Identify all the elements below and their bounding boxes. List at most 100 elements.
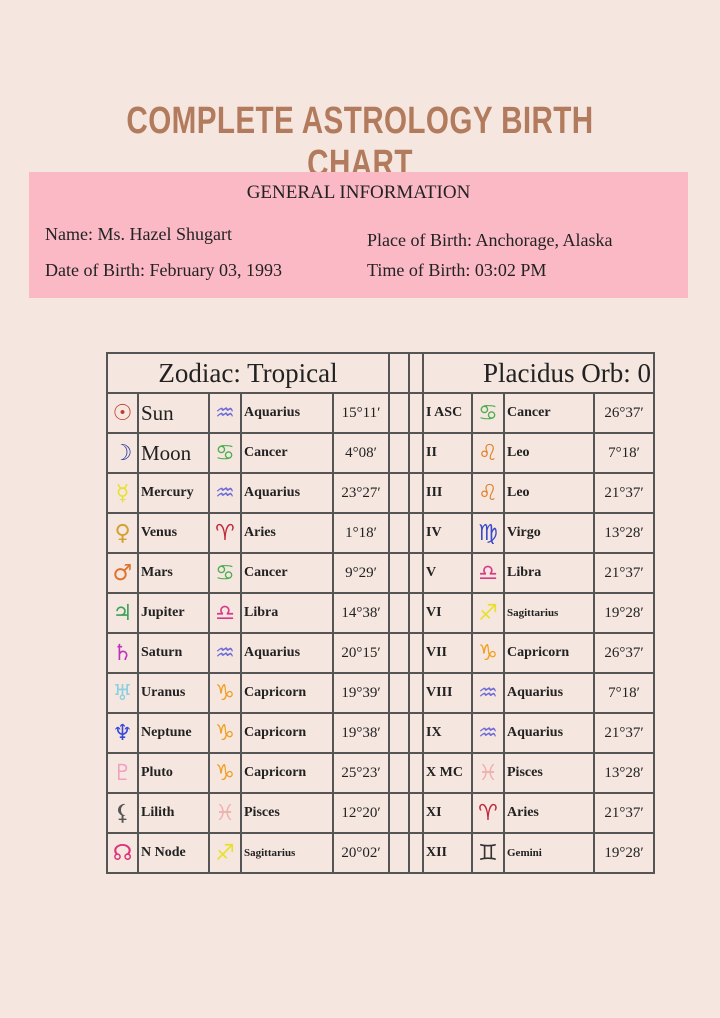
divider-cell bbox=[408, 672, 424, 714]
planet-glyph-icon: ♅︎ bbox=[106, 672, 139, 714]
house-number: I ASC bbox=[422, 392, 473, 434]
planet-name: Sun bbox=[137, 392, 210, 434]
planet-glyph-icon: ♇︎ bbox=[106, 752, 139, 794]
table-row: ♆︎ Neptune ♑︎ Capricorn 19°38′ IX ♒︎ Aquarius 21… bbox=[106, 712, 655, 754]
house-sign: Aquarius bbox=[503, 712, 595, 754]
dob-field: Date of Birth: February 03, 1993 bbox=[45, 260, 282, 280]
table-row: ⚸︎ Lilith ♓︎ Pisces 12°20′ XI ♈︎ Aries 21°37′ bbox=[106, 792, 655, 834]
sign-glyph-icon: ♒︎ bbox=[208, 632, 242, 674]
planet-sign: Sagittarius bbox=[240, 832, 334, 874]
table-row: ♃︎ Jupiter ♎︎ Libra 14°38′ VI ♐︎ Sagittarius 19°… bbox=[106, 592, 655, 634]
empty-cell bbox=[388, 512, 410, 554]
planet-name: Jupiter bbox=[137, 592, 210, 634]
divider-cell bbox=[408, 472, 424, 514]
planet-degree: 25°23′ bbox=[332, 752, 390, 794]
planet-degree: 20°02′ bbox=[332, 832, 390, 874]
house-number: V bbox=[422, 552, 473, 594]
house-number: II bbox=[422, 432, 473, 474]
house-number: VIII bbox=[422, 672, 473, 714]
house-sign-glyph-icon: ♊︎ bbox=[471, 832, 505, 874]
planet-degree: 19°38′ bbox=[332, 712, 390, 754]
house-degree: 21°37′ bbox=[593, 792, 655, 834]
house-number: III bbox=[422, 472, 473, 514]
planet-name: Lilith bbox=[137, 792, 210, 834]
house-sign: Cancer bbox=[503, 392, 595, 434]
house-degree: 13°28′ bbox=[593, 752, 655, 794]
planet-name: Venus bbox=[137, 512, 210, 554]
divider-cell bbox=[408, 392, 424, 434]
house-sign-glyph-icon: ♋︎ bbox=[471, 392, 505, 434]
planet-glyph-icon: ☿︎ bbox=[106, 472, 139, 514]
table-row: ♂︎ Mars ♋︎ Cancer 9°29′ V ♎︎ Libra 21°37′ bbox=[106, 552, 655, 594]
empty-cell bbox=[388, 592, 410, 634]
house-sign: Leo bbox=[503, 472, 595, 514]
pob-field: Place of Birth: Anchorage, Alaska bbox=[367, 230, 613, 250]
house-degree: 21°37′ bbox=[593, 472, 655, 514]
zodiac-header: Zodiac: Tropical bbox=[106, 352, 390, 394]
sign-glyph-icon: ♑︎ bbox=[208, 672, 242, 714]
planet-degree: 23°27′ bbox=[332, 472, 390, 514]
table-row: ♀︎ Venus ♈︎ Aries 1°18′ IV ♍︎ Virgo 13°28′ bbox=[106, 512, 655, 554]
planet-name: Neptune bbox=[137, 712, 210, 754]
sign-glyph-icon: ♓︎ bbox=[208, 792, 242, 834]
sign-glyph-icon: ♋︎ bbox=[208, 432, 242, 474]
planet-name: N Node bbox=[137, 832, 210, 874]
house-number: IX bbox=[422, 712, 473, 754]
house-sign: Libra bbox=[503, 552, 595, 594]
planet-degree: 15°11′ bbox=[332, 392, 390, 434]
sign-glyph-icon: ♐︎ bbox=[208, 832, 242, 874]
house-sign: Capricorn bbox=[503, 632, 595, 674]
planet-glyph-icon: ♄︎ bbox=[106, 632, 139, 674]
sign-glyph-icon: ♈︎ bbox=[208, 512, 242, 554]
general-information: GENERAL INFORMATION Name: Ms. Hazel Shug… bbox=[29, 172, 688, 298]
house-sign: Gemini bbox=[503, 832, 595, 874]
empty-cell bbox=[388, 792, 410, 834]
birth-chart-table: Zodiac: Tropical Placidus Orb: 0 ☉︎ Sun ♒︎… bbox=[106, 352, 655, 874]
houses-header: Placidus Orb: 0 bbox=[422, 352, 655, 394]
sign-glyph-icon: ♒︎ bbox=[208, 392, 242, 434]
table-row: ☊︎ N Node ♐︎ Sagittarius 20°02′ XII ♊︎ Gemini 19… bbox=[106, 832, 655, 874]
planet-degree: 9°29′ bbox=[332, 552, 390, 594]
planet-glyph-icon: ☊︎ bbox=[106, 832, 139, 874]
house-number: XII bbox=[422, 832, 473, 874]
table-row: ♄︎ Saturn ♒︎ Aquarius 20°15′ VII ♑︎ Capricorn 26… bbox=[106, 632, 655, 674]
planet-name: Uranus bbox=[137, 672, 210, 714]
house-degree: 19°28′ bbox=[593, 832, 655, 874]
sign-glyph-icon: ♋︎ bbox=[208, 552, 242, 594]
house-sign-glyph-icon: ♌︎ bbox=[471, 472, 505, 514]
divider-cell bbox=[408, 552, 424, 594]
divider-cell bbox=[408, 712, 424, 754]
planet-sign: Capricorn bbox=[240, 672, 334, 714]
planet-glyph-icon: ☉︎ bbox=[106, 392, 139, 434]
planet-glyph-icon: ♃︎ bbox=[106, 592, 139, 634]
house-degree: 13°28′ bbox=[593, 512, 655, 554]
table-row: ☉︎ Sun ♒︎ Aquarius 15°11′ I ASC ♋︎ Cancer 26°37′ bbox=[106, 392, 655, 434]
planet-glyph-icon: ♂︎ bbox=[106, 552, 139, 594]
house-sign: Sagittarius bbox=[503, 592, 595, 634]
table-row: ☽︎ Moon ♋︎ Cancer 4°08′ II ♌︎ Leo 7°18′ bbox=[106, 432, 655, 474]
house-sign-glyph-icon: ♓︎ bbox=[471, 752, 505, 794]
planet-name: Moon bbox=[137, 432, 210, 474]
planet-degree: 19°39′ bbox=[332, 672, 390, 714]
planet-sign: Capricorn bbox=[240, 752, 334, 794]
empty-cell bbox=[388, 712, 410, 754]
planet-glyph-icon: ♆︎ bbox=[106, 712, 139, 754]
planet-sign: Cancer bbox=[240, 432, 334, 474]
planet-name: Mercury bbox=[137, 472, 210, 514]
sign-glyph-icon: ♒︎ bbox=[208, 472, 242, 514]
house-number: XI bbox=[422, 792, 473, 834]
house-sign-glyph-icon: ♎︎ bbox=[471, 552, 505, 594]
page-title: COMPLETE ASTROLOGY BIRTH CHART bbox=[126, 100, 594, 185]
planet-degree: 1°18′ bbox=[332, 512, 390, 554]
planet-glyph-icon: ⚸︎ bbox=[106, 792, 139, 834]
empty-cell bbox=[388, 752, 410, 794]
house-sign: Virgo bbox=[503, 512, 595, 554]
planet-sign: Pisces bbox=[240, 792, 334, 834]
table-row: ♇︎ Pluto ♑︎ Capricorn 25°23′ X MC ♓︎ Pisces 13°2… bbox=[106, 752, 655, 794]
planet-name: Pluto bbox=[137, 752, 210, 794]
planet-name: Saturn bbox=[137, 632, 210, 674]
house-sign: Aquarius bbox=[503, 672, 595, 714]
planet-degree: 20°15′ bbox=[332, 632, 390, 674]
planet-sign: Aries bbox=[240, 512, 334, 554]
planet-glyph-icon: ☽︎ bbox=[106, 432, 139, 474]
